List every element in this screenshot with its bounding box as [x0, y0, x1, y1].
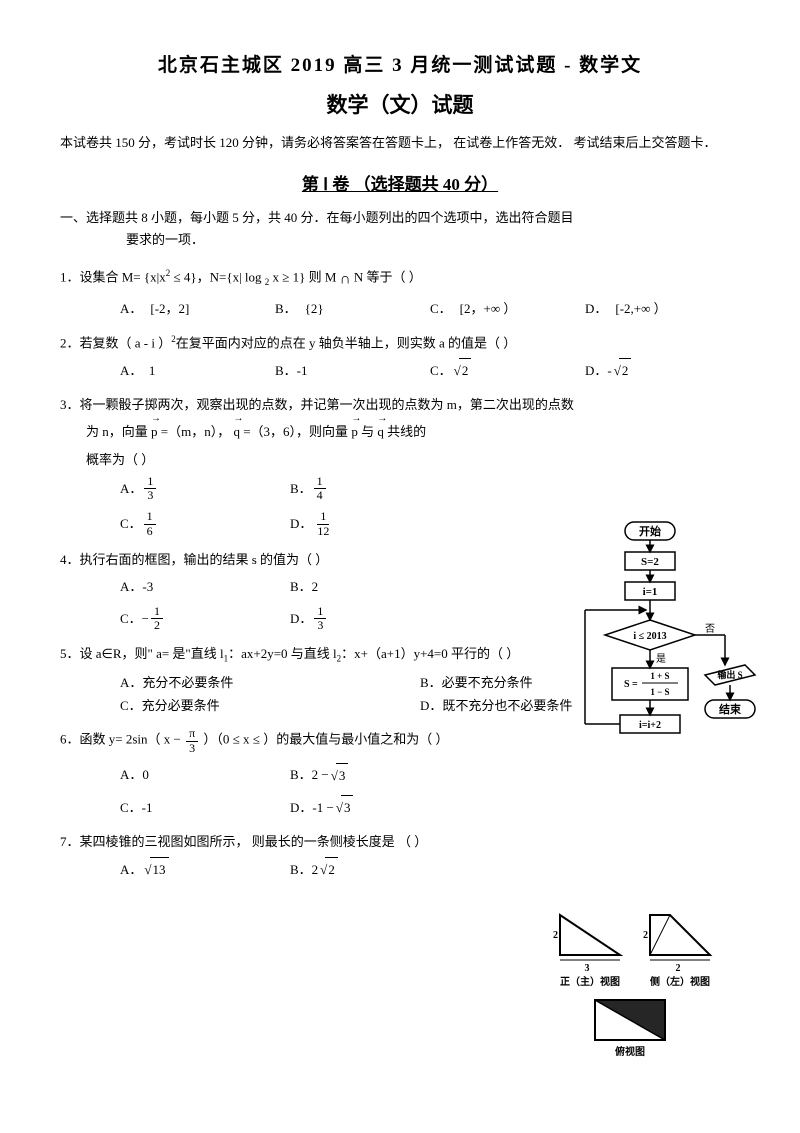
intro-text: 本试卷共 150 分，考试时长 120 分钟，请务必将答案答在答题卡上， 在试卷…	[60, 133, 740, 154]
svg-text:是: 是	[656, 653, 666, 665]
q1-opt-c[interactable]: C．[2，+∞ ）	[430, 297, 585, 320]
three-view-diagram: 2 3 正（主）视图 2 2 侧（左）视图 俯视图	[550, 905, 740, 1075]
q7-opt-b[interactable]: B．22	[290, 857, 460, 881]
q5-opt-c[interactable]: C．充分必要条件	[120, 694, 420, 717]
svg-text:2: 2	[553, 930, 558, 941]
q2-opt-b[interactable]: B．-1	[275, 358, 430, 382]
q6-opt-d[interactable]: D．-1 −3	[290, 795, 460, 819]
svg-text:3: 3	[585, 963, 590, 974]
section-title: 第 Ⅰ 卷 （选择题共 40 分）	[60, 170, 740, 195]
question-4: 4．执行右面的框图，输出的结果 s 的值为（ ） A．-3 B．2 C．−12 …	[60, 548, 500, 632]
q2-opt-c[interactable]: C．2	[430, 358, 585, 382]
instruction: 一、选择题共 8 小题，每小题 5 分，共 40 分．在每小题列出的四个选项中，…	[60, 207, 740, 251]
svg-text:i=1: i=1	[643, 586, 658, 598]
svg-text:侧（左）视图: 侧（左）视图	[650, 975, 710, 988]
svg-text:结束: 结束	[718, 702, 742, 716]
question-1: 1．设集合 M= {x|x2 ≤ 4}，N={x| log 2 x ≥ 1} 则…	[60, 265, 740, 321]
q5-opt-b[interactable]: B．必要不充分条件	[420, 671, 533, 694]
q1-opt-d[interactable]: D．[-2,+∞ ）	[585, 297, 740, 320]
q4-opt-b[interactable]: B．2	[290, 575, 460, 598]
svg-text:正（主）视图: 正（主）视图	[560, 975, 620, 988]
q3-opt-c[interactable]: C．16	[120, 510, 290, 537]
q5-opt-a[interactable]: A．充分不必要条件	[120, 671, 420, 694]
doc-header-1: 北京石主城区 2019 高三 3 月统一测试试题 - 数学文	[60, 50, 740, 77]
doc-header-2: 数学（文）试题	[60, 89, 740, 119]
svg-text:1 − S: 1 − S	[650, 687, 669, 697]
q5-opt-d[interactable]: D．既不充分也不必要条件	[420, 694, 572, 717]
q3-opt-d[interactable]: D．112	[290, 510, 460, 537]
q4-opt-a[interactable]: A．-3	[120, 575, 290, 598]
svg-text:否: 否	[705, 623, 715, 635]
q7-opt-a[interactable]: A．13	[120, 857, 290, 881]
q4-opt-c[interactable]: C．−12	[120, 605, 290, 632]
question-7: 7．某四棱锥的三视图如图所示， 则最长的一条侧棱长度是 （ ） A．13 B．2…	[60, 830, 500, 882]
q1-opt-a[interactable]: A．[-2，2]	[120, 297, 275, 320]
svg-text:S=2: S=2	[641, 556, 659, 568]
svg-text:S =: S =	[624, 679, 638, 690]
svg-text:输出 S: 输出 S	[717, 669, 742, 680]
svg-text:i ≤ 2013: i ≤ 2013	[633, 631, 666, 642]
flowchart-diagram: 开始 S=2 i=1 i ≤ 2013 否 是 输出 S 结束 S = 1 + …	[570, 520, 760, 790]
q3-opt-b[interactable]: B．14	[290, 475, 460, 502]
svg-text:开始: 开始	[639, 524, 661, 538]
svg-text:i=i+2: i=i+2	[639, 720, 661, 731]
svg-text:1 + S: 1 + S	[650, 671, 669, 681]
question-2: 2．若复数（ a - i ）2在复平面内对应的点在 y 轴负半轴上，则实数 a …	[60, 331, 740, 383]
svg-text:2: 2	[643, 930, 648, 941]
question-3: 3．将一颗骰子掷两次，观察出现的点数，并记第一次出现的点数为 m，第二次出现的点…	[60, 393, 500, 538]
q2-opt-d[interactable]: D．- 2	[585, 358, 740, 382]
q6-opt-c[interactable]: C．-1	[120, 795, 290, 819]
q3-opt-a[interactable]: A．13	[120, 475, 290, 502]
q6-opt-a[interactable]: A．0	[120, 763, 290, 787]
q6-opt-b[interactable]: B．2 −3	[290, 763, 460, 787]
svg-text:俯视图: 俯视图	[615, 1045, 645, 1058]
svg-text:2: 2	[676, 963, 681, 974]
q2-opt-a[interactable]: A． 1	[120, 358, 275, 382]
q4-opt-d[interactable]: D．13	[290, 605, 460, 632]
q1-opt-b[interactable]: B．{2}	[275, 297, 430, 320]
